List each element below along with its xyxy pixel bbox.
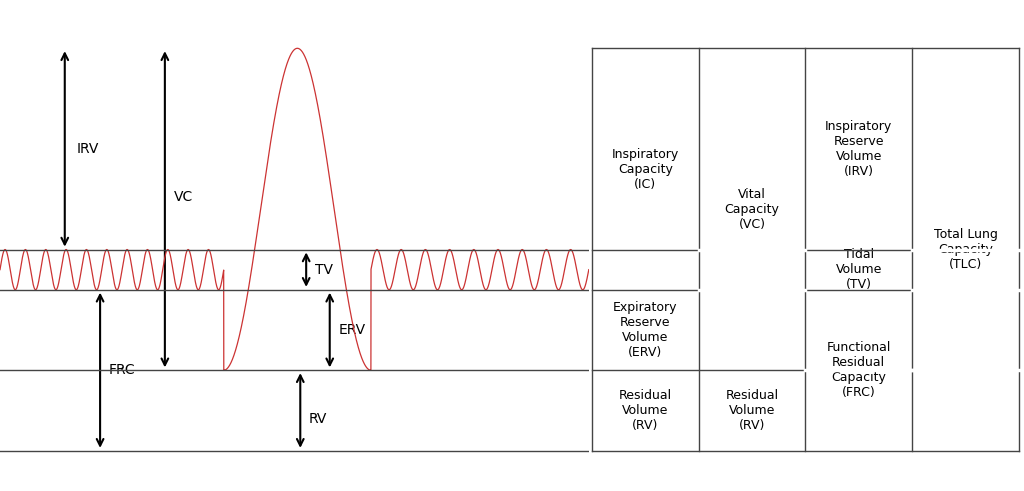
Text: Functional
Residual
Capacity
(FRC): Functional Residual Capacity (FRC) [826,341,891,399]
Text: Tidal
Volume
(TV): Tidal Volume (TV) [836,248,882,291]
Text: RV: RV [309,411,328,426]
Text: FRC: FRC [109,363,135,377]
Text: Total Lung
Capacity
(TLC): Total Lung Capacity (TLC) [934,228,997,271]
Text: Inspiratory
Capacity
(IC): Inspiratory Capacity (IC) [611,147,679,191]
Text: Inspiratory
Reserve
Volume
(IRV): Inspiratory Reserve Volume (IRV) [825,120,892,178]
Text: Vital
Capacity
(VC): Vital Capacity (VC) [725,188,779,231]
Text: IRV: IRV [77,142,99,156]
Text: ERV: ERV [339,323,366,337]
Text: Residual
Volume
(RV): Residual Volume (RV) [618,389,672,432]
Text: VC: VC [174,190,193,204]
Text: Expiratory
Reserve
Volume
(ERV): Expiratory Reserve Volume (ERV) [613,301,678,359]
Text: TV: TV [315,263,333,276]
Text: Residual
Volume
(RV): Residual Volume (RV) [725,389,778,432]
